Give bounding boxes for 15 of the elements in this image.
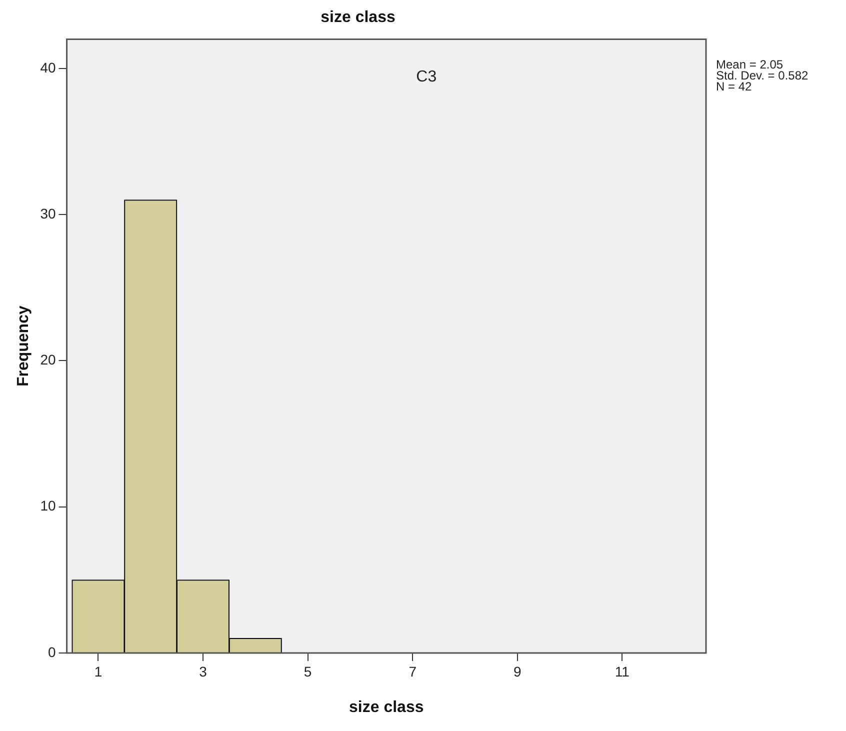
x-axis-title: size class xyxy=(349,698,424,716)
x-tick-label: 11 xyxy=(614,663,630,680)
y-tick-label: 40 xyxy=(40,59,56,76)
x-tick-label: 3 xyxy=(199,663,208,680)
y-tick-label: 10 xyxy=(40,498,56,514)
x-tick-label: 5 xyxy=(304,663,312,680)
y-axis-title: Frequency xyxy=(15,306,32,387)
y-tick-label: 0 xyxy=(48,644,56,660)
y-tick-label: 30 xyxy=(40,205,56,222)
chart-title: size class xyxy=(320,9,396,26)
x-tick-label: 7 xyxy=(408,663,417,680)
x-tick-label: 1 xyxy=(94,663,102,680)
annotation: C3 xyxy=(416,68,437,86)
x-tick-label: 9 xyxy=(513,663,522,680)
y-tick-label: 20 xyxy=(40,352,56,368)
